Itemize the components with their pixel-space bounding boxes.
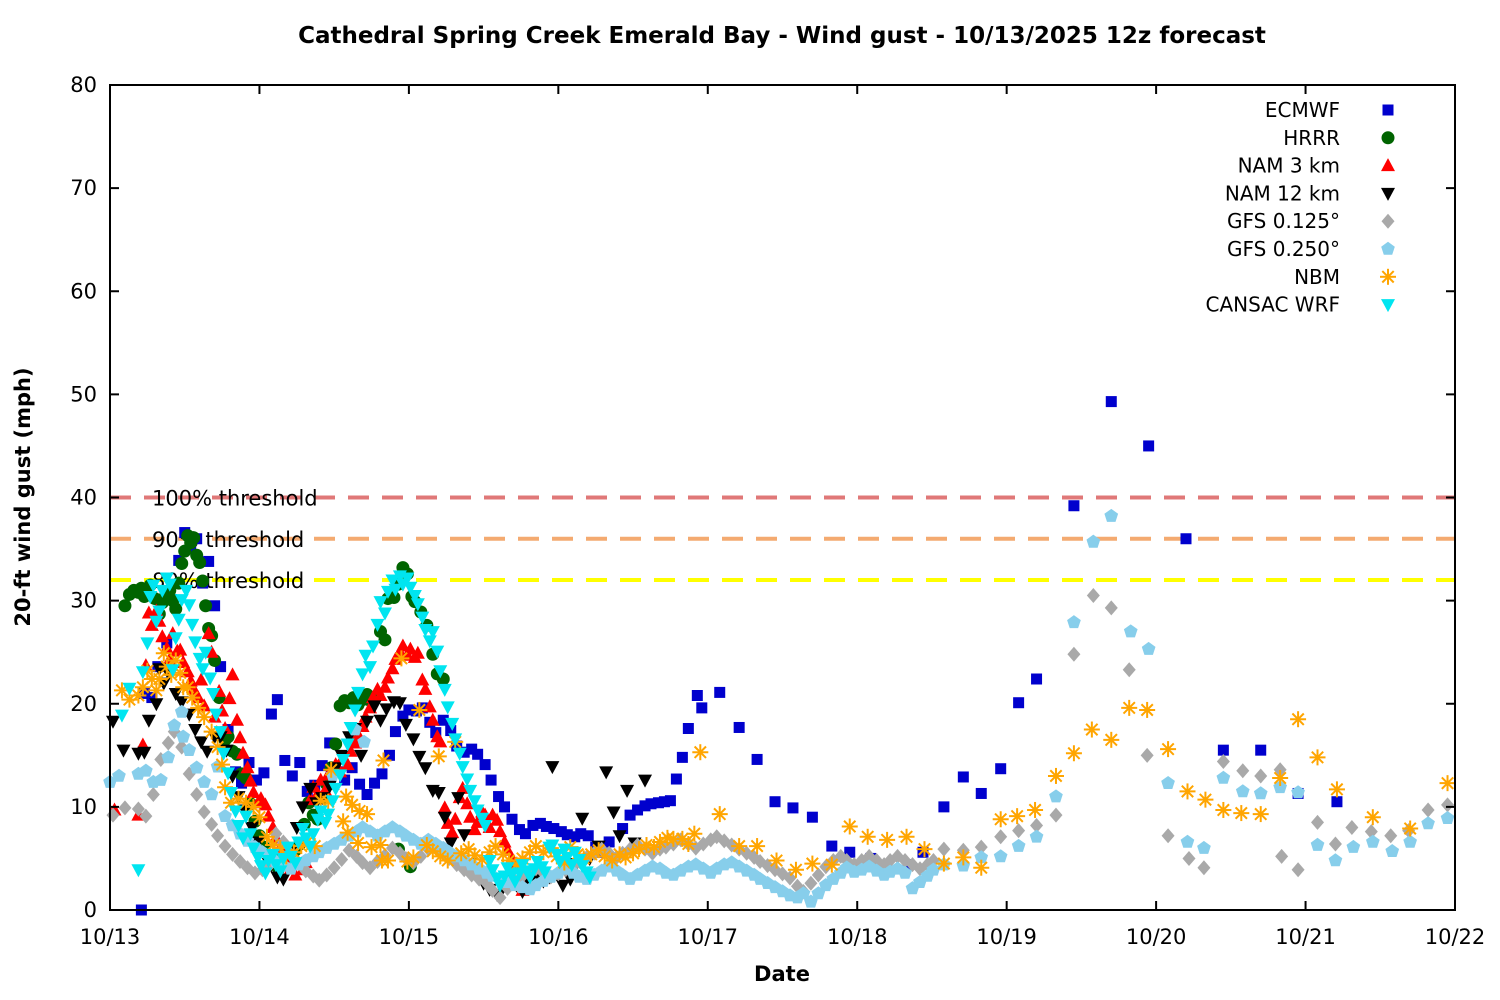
x-tick-label: 10/17 [678, 925, 739, 949]
legend-label-ecmwf: ECMWF [1265, 98, 1340, 122]
series-cansac-wrf [114, 570, 597, 893]
x-tick-label: 10/16 [528, 925, 589, 949]
y-tick-label: 10 [70, 795, 97, 819]
legend-label-nam-12-km: NAM 12 km [1225, 181, 1340, 205]
x-tick-label: 10/19 [976, 925, 1037, 949]
series-gfs-0-250- [103, 508, 1455, 908]
x-tick-label: 10/18 [827, 925, 888, 949]
legend-label-nam-3-km: NAM 3 km [1238, 154, 1340, 178]
y-tick-label: 30 [70, 589, 97, 613]
y-tick-label: 0 [84, 898, 97, 922]
threshold-label-36: 90% threshold [152, 528, 304, 552]
series-nbm [113, 645, 1456, 878]
x-tick-label: 10/14 [229, 925, 290, 949]
x-tick-label: 10/21 [1275, 925, 1336, 949]
x-tick-label: 10/13 [80, 925, 141, 949]
x-tick-label: 10/22 [1425, 925, 1486, 949]
y-tick-label: 70 [70, 176, 97, 200]
y-tick-label: 80 [70, 73, 97, 97]
series-ecmwf [135, 396, 1343, 916]
legend-label-hrrr: HRRR [1283, 126, 1340, 150]
legend-label-nbm: NBM [1294, 265, 1340, 289]
threshold-label-40: 100% threshold [152, 487, 318, 511]
y-tick-label: 20 [70, 692, 97, 716]
x-tick-label: 10/15 [379, 925, 440, 949]
x-tick-label: 10/20 [1126, 925, 1187, 949]
legend-label-gfs-0-250-: GFS 0.250° [1227, 237, 1340, 261]
legend-label-cansac-wrf: CANSAC WRF [1205, 293, 1340, 317]
y-tick-label: 40 [70, 486, 97, 510]
y-tick-label: 60 [70, 279, 97, 303]
y-axis-label: 20-ft wind gust (mph) [11, 367, 35, 626]
legend: ECMWF HRRR NAM 3 km NAM 12 km GFS 0.125° GFS … [1205, 98, 1396, 317]
y-tick-label: 50 [70, 382, 97, 406]
chart-title: Cathedral Spring Creek Emerald Bay - Win… [298, 23, 1266, 49]
legend-label-gfs-0-125-: GFS 0.125° [1227, 209, 1340, 233]
x-axis-label: Date [754, 962, 810, 986]
